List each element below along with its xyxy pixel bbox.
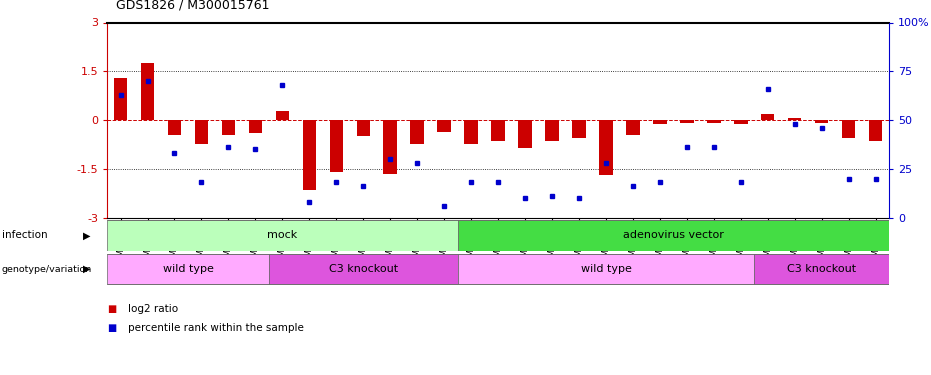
Text: genotype/variation: genotype/variation [2, 265, 92, 274]
Bar [815, 120, 829, 123]
Text: wild type: wild type [581, 264, 631, 274]
Bar [195, 120, 209, 144]
Bar [330, 120, 343, 172]
Text: C3 knockout: C3 knockout [787, 264, 857, 274]
Text: mock: mock [267, 230, 298, 240]
Bar [107, 254, 269, 284]
Bar [788, 118, 802, 120]
Text: C3 knockout: C3 knockout [329, 264, 398, 274]
Text: ▶: ▶ [83, 230, 90, 240]
Bar [600, 120, 613, 175]
Bar [276, 111, 290, 120]
Bar [519, 120, 532, 148]
Bar [627, 120, 640, 135]
Bar [269, 254, 458, 284]
Bar [384, 120, 397, 174]
Bar [107, 220, 458, 251]
Bar [357, 120, 370, 136]
Text: log2 ratio: log2 ratio [128, 304, 178, 314]
Bar [438, 120, 451, 132]
Bar [492, 120, 505, 141]
Text: ■: ■ [107, 323, 116, 333]
Text: percentile rank within the sample: percentile rank within the sample [128, 323, 304, 333]
Bar [114, 78, 128, 120]
Text: adenovirus vector: adenovirus vector [623, 230, 723, 240]
Bar [141, 63, 155, 120]
Bar [303, 120, 316, 190]
Bar [707, 120, 721, 123]
Bar [754, 254, 889, 284]
Bar [546, 120, 559, 141]
Bar [465, 120, 478, 144]
Bar [681, 120, 694, 123]
Bar [168, 120, 182, 135]
Bar [869, 120, 883, 141]
Bar [458, 254, 754, 284]
Text: wild type: wild type [163, 264, 213, 274]
Bar [842, 120, 856, 138]
Bar [761, 114, 775, 120]
Bar [734, 120, 748, 124]
Bar [411, 120, 424, 144]
Bar [654, 120, 667, 124]
Text: ■: ■ [107, 304, 116, 314]
Text: ▶: ▶ [83, 264, 90, 274]
Bar [249, 120, 263, 133]
Bar [458, 220, 889, 251]
Bar [573, 120, 586, 138]
Bar [222, 120, 236, 135]
Text: GDS1826 / M300015761: GDS1826 / M300015761 [116, 0, 270, 11]
Text: infection: infection [2, 230, 47, 240]
